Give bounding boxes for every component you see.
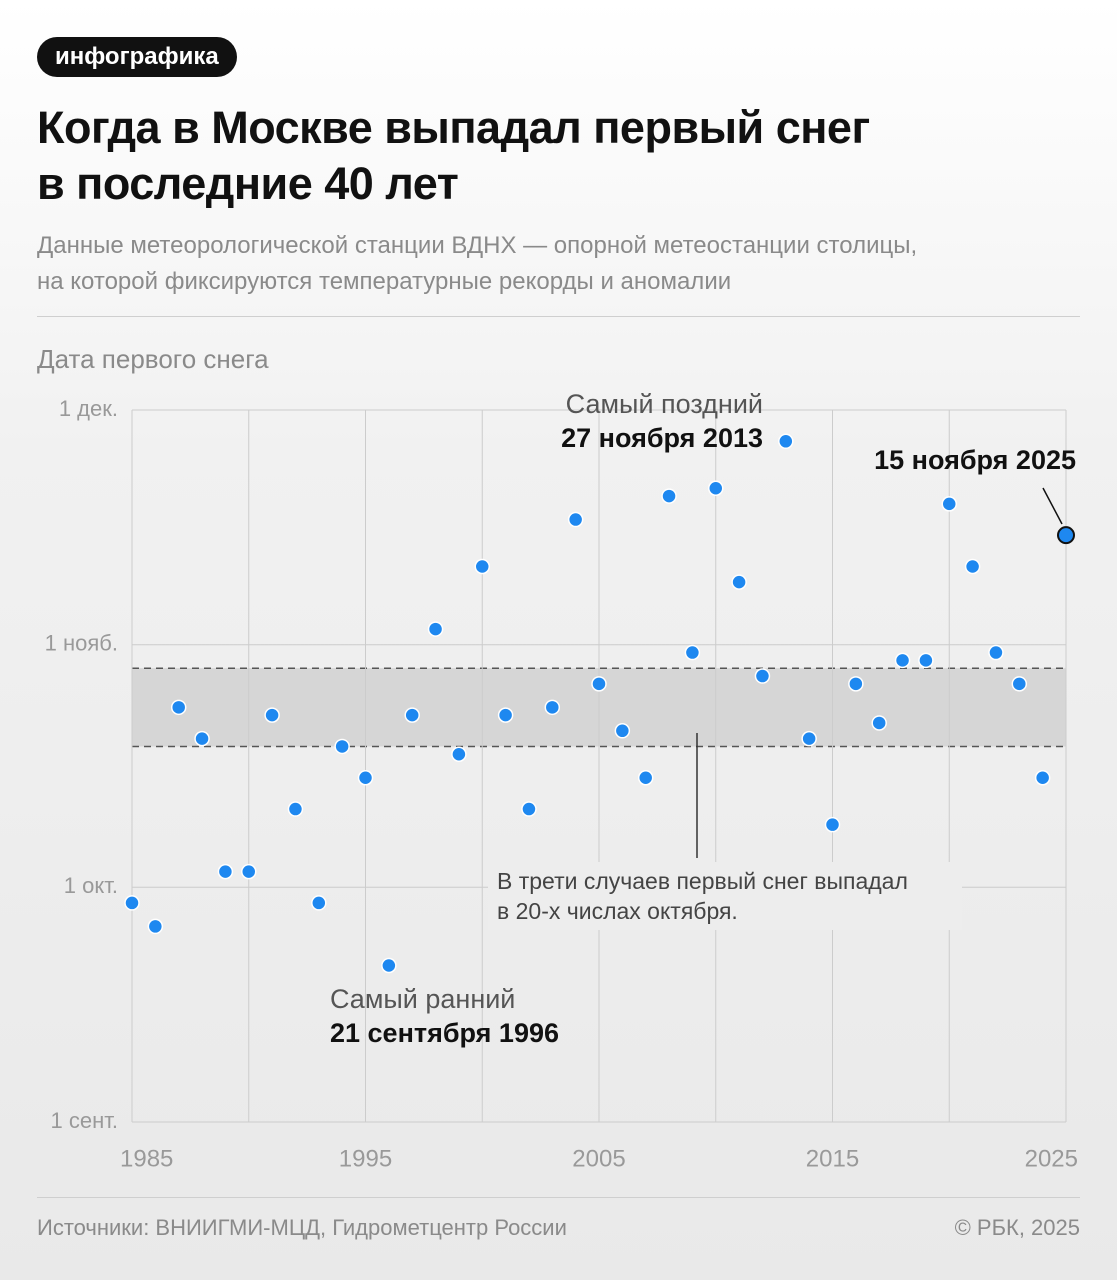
annotation: в 20-х числах октября. (497, 898, 738, 924)
point (381, 957, 397, 974)
point (754, 668, 771, 684)
point (451, 746, 467, 763)
point (427, 621, 444, 637)
title-line: в последние 40 лет (37, 158, 459, 209)
point (964, 558, 981, 575)
point (848, 676, 864, 692)
point (147, 918, 164, 935)
subtitle-line: на которой фиксируются температурные рек… (37, 268, 732, 295)
point (170, 699, 187, 716)
point (1057, 526, 1075, 545)
y-tick-label: 1 окт. (64, 873, 118, 898)
point (404, 707, 420, 723)
point (894, 652, 911, 669)
point (801, 730, 817, 747)
point (661, 488, 677, 504)
point (194, 730, 210, 747)
point (217, 863, 234, 880)
x-tick-label: 2015 (806, 1145, 859, 1172)
note-bg (488, 862, 962, 930)
tag: инфографика (37, 37, 237, 77)
point (684, 644, 701, 661)
point (637, 769, 654, 786)
point (474, 558, 490, 575)
annotation: 15 ноября 2025 (874, 445, 1076, 475)
subtitle: Данные метеорологической станции ВДНХ — … (37, 228, 917, 300)
point (941, 496, 957, 512)
copyright: © РБК, 2025 (954, 1215, 1080, 1240)
title-line: Когда в Москве выпадал первый снег (37, 102, 870, 153)
point (824, 816, 841, 833)
point (497, 707, 514, 723)
point (521, 801, 537, 817)
x-tick-label: 1995 (339, 1145, 392, 1172)
point (778, 433, 794, 450)
annotation: Самый ранний (330, 984, 515, 1014)
annotation: 21 сентября 1996 (330, 1018, 559, 1048)
point (241, 863, 257, 880)
point (334, 738, 350, 755)
y-axis-label: Дата первого снега (37, 344, 269, 374)
point (918, 652, 934, 669)
x-tick-label: 2025 (1025, 1145, 1078, 1172)
y-tick-label: 1 дек. (59, 396, 118, 421)
point (871, 715, 887, 731)
point (708, 480, 724, 496)
point (988, 644, 1004, 661)
annotation: В трети случаев первый снег выпадал (497, 868, 908, 894)
y-tick-label: 1 сент. (51, 1108, 118, 1133)
divider (37, 1197, 1080, 1198)
point (567, 511, 584, 528)
point (311, 895, 327, 911)
annotation: Самый поздний (566, 389, 763, 419)
point (357, 769, 374, 786)
subtitle-line: Данные метеорологической станции ВДНХ — … (37, 232, 918, 259)
point (287, 801, 304, 817)
x-tick-label: 2005 (572, 1145, 625, 1172)
point (1034, 769, 1051, 786)
point (264, 707, 280, 723)
x-tick-label: 1985 (120, 1145, 173, 1172)
point (1011, 676, 1028, 692)
annotation: 27 ноября 2013 (561, 423, 763, 453)
point (544, 699, 561, 716)
point (591, 676, 607, 692)
point (124, 895, 140, 911)
title: Когда в Москве выпадал первый снег в посл… (37, 100, 870, 212)
point (614, 723, 631, 739)
y-tick-label: 1 нояб. (45, 631, 118, 656)
divider (37, 316, 1080, 317)
leader (1042, 487, 1063, 525)
source: Источники: ВНИИГМИ-МЦД, Гидрометцентр Ро… (37, 1215, 567, 1240)
point (731, 574, 747, 590)
